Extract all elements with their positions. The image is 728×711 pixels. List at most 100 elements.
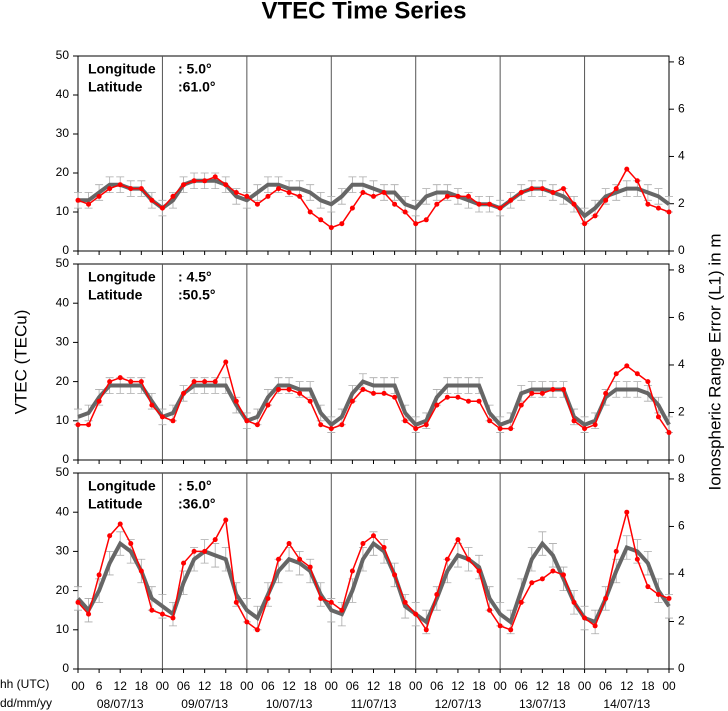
data-point: [159, 611, 165, 617]
data-point: [96, 572, 102, 578]
data-point: [560, 186, 566, 192]
data-point: [603, 595, 609, 601]
plot-frame: [77, 472, 670, 670]
data-point: [254, 422, 260, 428]
data-point: [413, 611, 419, 617]
data-point: [149, 197, 155, 203]
data-point: [318, 595, 324, 601]
data-point: [392, 201, 398, 207]
data-point: [571, 418, 577, 424]
y-axis-label: VTEC (TECu): [11, 310, 30, 415]
data-point: [170, 615, 176, 621]
data-point: [592, 422, 598, 428]
y2-tick-label: 8: [678, 262, 685, 276]
latitude-label: Latitude: [88, 496, 143, 512]
data-point: [307, 398, 313, 404]
y2-tick-label: 4: [678, 566, 685, 580]
y-tick-label: 30: [56, 335, 70, 349]
data-point: [191, 178, 197, 184]
y-tick-label: 20: [56, 583, 70, 597]
x-tick-label: 18: [388, 679, 402, 693]
y2-tick-label: 0: [678, 452, 685, 466]
data-point: [634, 556, 640, 562]
data-point: [550, 568, 556, 574]
data-point: [497, 426, 503, 432]
data-point: [233, 190, 239, 195]
data-point: [360, 190, 366, 195]
data-point: [318, 422, 324, 428]
data-point: [75, 422, 81, 428]
latitude-label: Latitude: [88, 79, 143, 95]
data-point: [444, 193, 450, 199]
data-point: [582, 615, 588, 621]
data-point: [286, 190, 292, 195]
data-point: [539, 186, 545, 192]
data-point: [582, 221, 588, 227]
longitude-value: : 5.0°: [178, 478, 212, 494]
y2-tick-label: 8: [678, 54, 685, 68]
x-tick-label: 12: [620, 679, 634, 693]
data-point: [371, 193, 376, 199]
data-point: [159, 205, 165, 211]
data-point: [212, 537, 218, 543]
data-point: [107, 379, 113, 385]
x-tick-label: 00: [493, 679, 507, 693]
data-point: [107, 186, 113, 192]
data-point: [455, 193, 461, 199]
date-label: 11/07/13: [351, 697, 397, 711]
y-tick-label: 50: [56, 256, 70, 270]
data-point: [138, 568, 144, 574]
latitude-value: :61.0°: [178, 79, 216, 95]
data-point: [518, 599, 524, 605]
data-point: [550, 190, 556, 195]
data-point: [655, 205, 661, 211]
data-point: [508, 197, 514, 203]
x-tick-label: 18: [219, 679, 233, 693]
data-point: [666, 595, 672, 601]
data-point: [434, 592, 440, 598]
data-point: [455, 537, 461, 543]
x-tick-label: 12: [451, 679, 465, 693]
data-point: [117, 182, 123, 188]
data-point: [318, 217, 324, 223]
data-point: [265, 595, 271, 601]
series-line: [78, 178, 671, 219]
data-point: [297, 193, 303, 199]
data-point: [117, 375, 123, 381]
data-point: [497, 623, 503, 629]
data-point: [423, 422, 429, 428]
data-point: [529, 390, 535, 396]
x-tick-label: 06: [261, 679, 275, 693]
data-point: [307, 209, 313, 215]
date-label: 13/07/13: [519, 697, 566, 711]
data-point: [550, 386, 556, 392]
y2-tick-label: 6: [678, 519, 685, 533]
data-point: [328, 225, 334, 231]
data-point: [307, 564, 313, 570]
y-tick-label: 0: [62, 243, 69, 257]
date-label: 10/07/13: [266, 697, 313, 711]
data-point: [571, 599, 577, 605]
data-point: [381, 544, 387, 550]
y-tick-label: 30: [56, 126, 70, 140]
data-point: [508, 426, 514, 432]
data-point: [645, 379, 651, 385]
x-tick-label: 6: [96, 679, 103, 693]
data-point: [402, 418, 408, 424]
data-point: [349, 205, 355, 211]
data-point: [476, 201, 482, 207]
x-tick-label: 00: [156, 679, 170, 693]
x-tick-label: 12: [282, 679, 296, 693]
data-point: [645, 201, 651, 207]
y-tick-label: 40: [56, 87, 70, 101]
x-tick-label: 00: [662, 679, 676, 693]
y2-tick-label: 4: [678, 149, 685, 163]
data-point: [170, 418, 176, 424]
data-point: [202, 548, 208, 554]
data-point: [117, 521, 123, 527]
y-tick-label: 40: [56, 504, 70, 518]
data-point: [560, 572, 566, 578]
longitude-label: Longitude: [88, 269, 156, 285]
longitude-value: : 5.0°: [178, 61, 212, 77]
data-point: [265, 193, 271, 199]
